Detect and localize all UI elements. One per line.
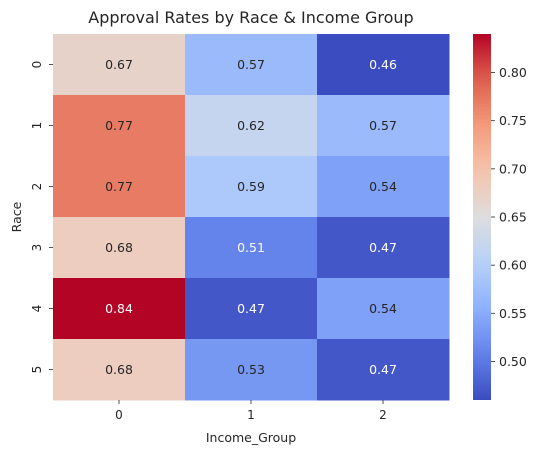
- x-tick-label: 2: [379, 408, 387, 422]
- cell-value-label: 0.68: [105, 240, 133, 255]
- y-tick-label: 0: [30, 61, 44, 69]
- heatmap-cell: [317, 339, 450, 401]
- y-tick-label: 3: [30, 244, 44, 252]
- heatmap-cell: [53, 34, 186, 96]
- heatmap-cell: [317, 278, 450, 340]
- heatmap-cell: [53, 156, 186, 218]
- heatmap-cell: [317, 34, 450, 96]
- x-axis: 0 1 2: [115, 400, 387, 422]
- colorbar-tick-label: 0.80: [499, 65, 527, 80]
- cell-value-label: 0.62: [237, 118, 265, 133]
- heatmap-cell: [185, 34, 318, 96]
- colorbar-tick-label: 0.50: [499, 354, 527, 369]
- y-tick-label: 1: [30, 122, 44, 130]
- heatmap-cell: [317, 95, 450, 157]
- cell-value-label: 0.47: [369, 362, 397, 377]
- cell-value-label: 0.57: [237, 57, 265, 72]
- heatmap-cell: [185, 217, 318, 279]
- y-tick-label: 2: [30, 183, 44, 191]
- y-axis: 0 1 2 3 4 5: [30, 61, 53, 374]
- y-tick-label: 5: [30, 366, 44, 374]
- colorbar-tick-label: 0.60: [499, 258, 527, 273]
- x-tick-label: 1: [247, 408, 255, 422]
- cell-value-label: 0.51: [237, 240, 265, 255]
- heatmap-cells: 0.67 0.57 0.46 0.77 0.62 0.57 0.77 0.59 0.54 0.68…: [53, 34, 450, 401]
- cell-value-label: 0.54: [369, 179, 397, 194]
- y-axis-label: Race: [9, 201, 24, 232]
- heatmap-cell: [53, 95, 186, 157]
- colorbar-gradient: [473, 34, 491, 400]
- cell-value-label: 0.59: [237, 179, 265, 194]
- heatmap-cell: [185, 278, 318, 340]
- cell-value-label: 0.84: [105, 301, 133, 316]
- cell-value-label: 0.68: [105, 362, 133, 377]
- heatmap-cell: [185, 156, 318, 218]
- heatmap-cell: [317, 156, 450, 218]
- cell-value-label: 0.77: [105, 179, 133, 194]
- colorbar: 0.50 0.55 0.60 0.65 0.70 0.75 0.80: [473, 34, 527, 400]
- cell-value-label: 0.57: [369, 118, 397, 133]
- cell-value-label: 0.54: [369, 301, 397, 316]
- cell-value-label: 0.67: [105, 57, 133, 72]
- cell-value-label: 0.47: [369, 240, 397, 255]
- colorbar-tick-label: 0.65: [499, 210, 527, 225]
- chart-title: Approval Rates by Race & Income Group: [88, 8, 413, 27]
- y-tick-label: 4: [30, 305, 44, 313]
- heatmap-cell: [185, 95, 318, 157]
- heatmap-cell: [53, 217, 186, 279]
- heatmap-cell: [185, 339, 318, 401]
- heatmap-cell: [53, 339, 186, 401]
- heatmap-cell: [317, 217, 450, 279]
- cell-value-label: 0.77: [105, 118, 133, 133]
- x-tick-label: 0: [115, 408, 123, 422]
- x-axis-label: Income_Group: [206, 430, 296, 445]
- cell-value-label: 0.47: [237, 301, 265, 316]
- heatmap-cell: [53, 278, 186, 340]
- colorbar-tick-label: 0.55: [499, 306, 527, 321]
- cell-value-label: 0.53: [237, 362, 265, 377]
- cell-value-label: 0.46: [369, 57, 397, 72]
- colorbar-tick-label: 0.75: [499, 113, 527, 128]
- colorbar-tick-label: 0.70: [499, 161, 527, 176]
